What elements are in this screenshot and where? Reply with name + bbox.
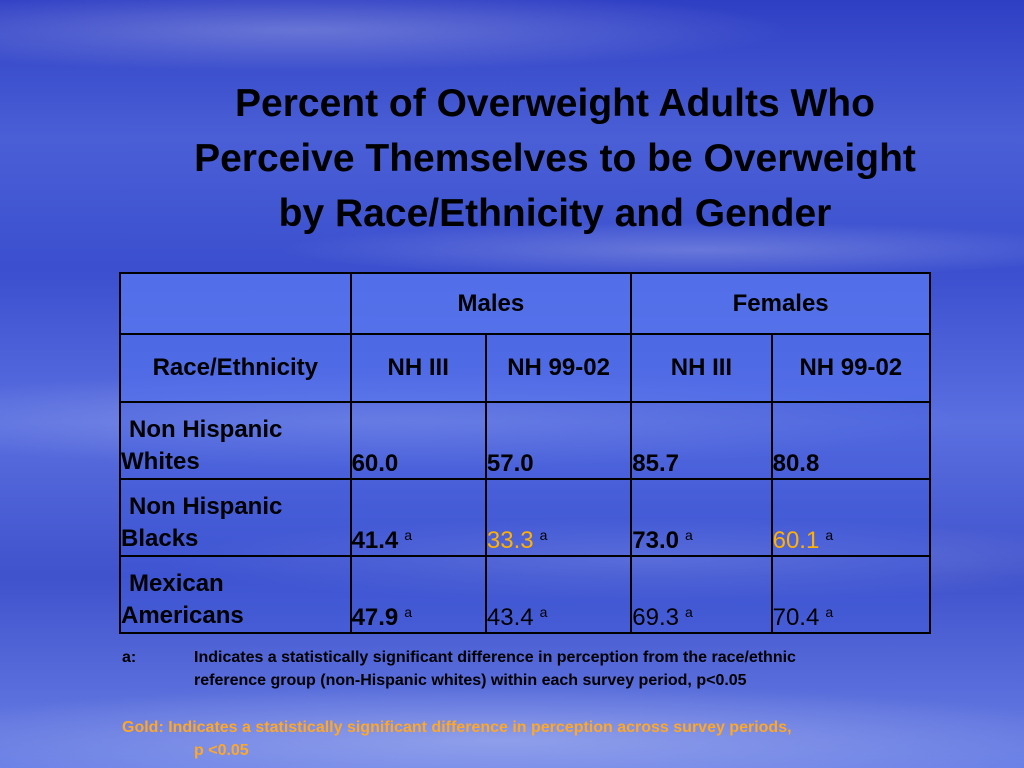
table-cell: 73.0 a xyxy=(630,478,773,557)
table-row: Non Hispanic Whites 60.0 57.0 85.7 80.8 xyxy=(119,401,932,480)
cell-value: 60.0 xyxy=(351,450,399,477)
footnote-gold-line-2: p <0.05 xyxy=(194,742,249,759)
cell-value: 69.3 xyxy=(632,604,679,631)
row-label-line-2: Americans xyxy=(121,602,244,629)
footnote-a-line-2: reference group (non-Hispanic whites) wi… xyxy=(194,672,747,689)
significance-marker: a xyxy=(684,604,693,620)
row-label: Non Hispanic Whites xyxy=(119,401,352,480)
footnote-a-line-1: Indicates a statistically significant di… xyxy=(194,649,796,666)
table-row: Non Hispanic Blacks 41.4 a 33.3 a 73.0 a 60.1 a xyxy=(119,478,932,557)
table-row: Mexican Americans 47.9 a 43.4 a 69.3 a 70.4 a xyxy=(119,555,932,634)
table-cell: 69.3 a xyxy=(630,555,773,634)
cell-value: 60.1 xyxy=(772,527,820,554)
column-header-row: Race/Ethnicity NH III NH 99-02 NH III NH… xyxy=(119,333,932,403)
table-cell: 33.3 a xyxy=(484,478,633,557)
footnote-a-key: a: xyxy=(122,649,137,666)
cell-value: 41.4 xyxy=(351,527,399,554)
title-line-1: Percent of Overweight Adults Who xyxy=(235,82,875,125)
cell-value: 33.3 xyxy=(486,527,534,554)
table-cell: 85.7 xyxy=(630,401,773,480)
cell-value: 57.0 xyxy=(486,450,534,477)
cell-value: 70.4 xyxy=(772,604,820,631)
significance-marker: a xyxy=(404,527,413,543)
group-header-males: Males xyxy=(349,272,633,335)
significance-marker: a xyxy=(404,604,413,620)
significance-marker: a xyxy=(825,604,834,620)
cell-value: 85.7 xyxy=(632,450,679,477)
significance-marker: a xyxy=(539,527,548,543)
slide-title: Percent of Overweight Adults Who Perceiv… xyxy=(120,76,990,241)
column-header: NH 99-02 xyxy=(484,333,633,403)
column-header: NH III xyxy=(349,333,487,403)
column-header: NH 99-02 xyxy=(770,333,932,403)
title-line-3: by Race/Ethnicity and Gender xyxy=(278,192,832,235)
row-label: Mexican Americans xyxy=(119,555,352,634)
footnote-a: a: Indicates a statistically significant … xyxy=(122,646,982,692)
significance-marker: a xyxy=(825,527,834,543)
table-cell: 47.9 a xyxy=(349,555,487,634)
cell-value: 47.9 xyxy=(351,604,399,631)
column-header: NH III xyxy=(630,333,773,403)
row-label-line-2: Whites xyxy=(121,448,200,475)
empty-header-cell xyxy=(119,272,352,335)
footnote-gold-line-1: Gold: Indicates a statistically signific… xyxy=(122,719,792,736)
group-header-females: Females xyxy=(630,272,931,335)
table-cell: 41.4 a xyxy=(349,478,487,557)
cell-value: 73.0 xyxy=(632,527,679,554)
row-header-race-ethnicity: Race/Ethnicity xyxy=(119,333,352,403)
significance-marker: a xyxy=(684,527,693,543)
row-label-line-1: Non Hispanic xyxy=(129,493,283,520)
table-cell: 80.8 xyxy=(770,401,932,480)
row-label-line-1: Non Hispanic xyxy=(129,416,283,443)
table-cell: 60.0 xyxy=(349,401,487,480)
row-label-line-2: Blacks xyxy=(121,525,199,552)
row-label-line-1: Mexican xyxy=(129,570,224,597)
table-cell: 43.4 a xyxy=(484,555,633,634)
title-line-2: Perceive Themselves to be Overweight xyxy=(194,137,916,180)
table-cell: 70.4 a xyxy=(770,555,932,634)
group-header-row: Males Females xyxy=(119,272,931,335)
cell-value: 43.4 xyxy=(486,604,534,631)
footnote-gold: Gold: Indicates a statistically signific… xyxy=(122,716,1002,762)
row-label: Non Hispanic Blacks xyxy=(119,478,352,557)
significance-marker: a xyxy=(539,604,548,620)
data-table: Males Females Race/Ethnicity NH III NH 9… xyxy=(119,272,932,634)
cell-value: 80.8 xyxy=(772,450,820,477)
table-cell: 57.0 xyxy=(484,401,633,480)
table-cell: 60.1 a xyxy=(770,478,932,557)
